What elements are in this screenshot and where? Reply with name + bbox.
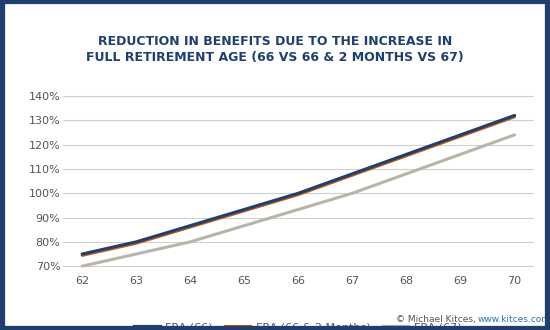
Text: www.kitces.com: www.kitces.com — [477, 315, 550, 324]
Legend: FRA (66), FRA (66 & 2 Months), FRA (67): FRA (66), FRA (66 & 2 Months), FRA (67) — [131, 318, 466, 330]
Text: © Michael Kitces,: © Michael Kitces, — [396, 315, 478, 324]
Text: REDUCTION IN BENEFITS DUE TO THE INCREASE IN
FULL RETIREMENT AGE (66 VS 66 & 2 M: REDUCTION IN BENEFITS DUE TO THE INCREAS… — [86, 35, 464, 64]
